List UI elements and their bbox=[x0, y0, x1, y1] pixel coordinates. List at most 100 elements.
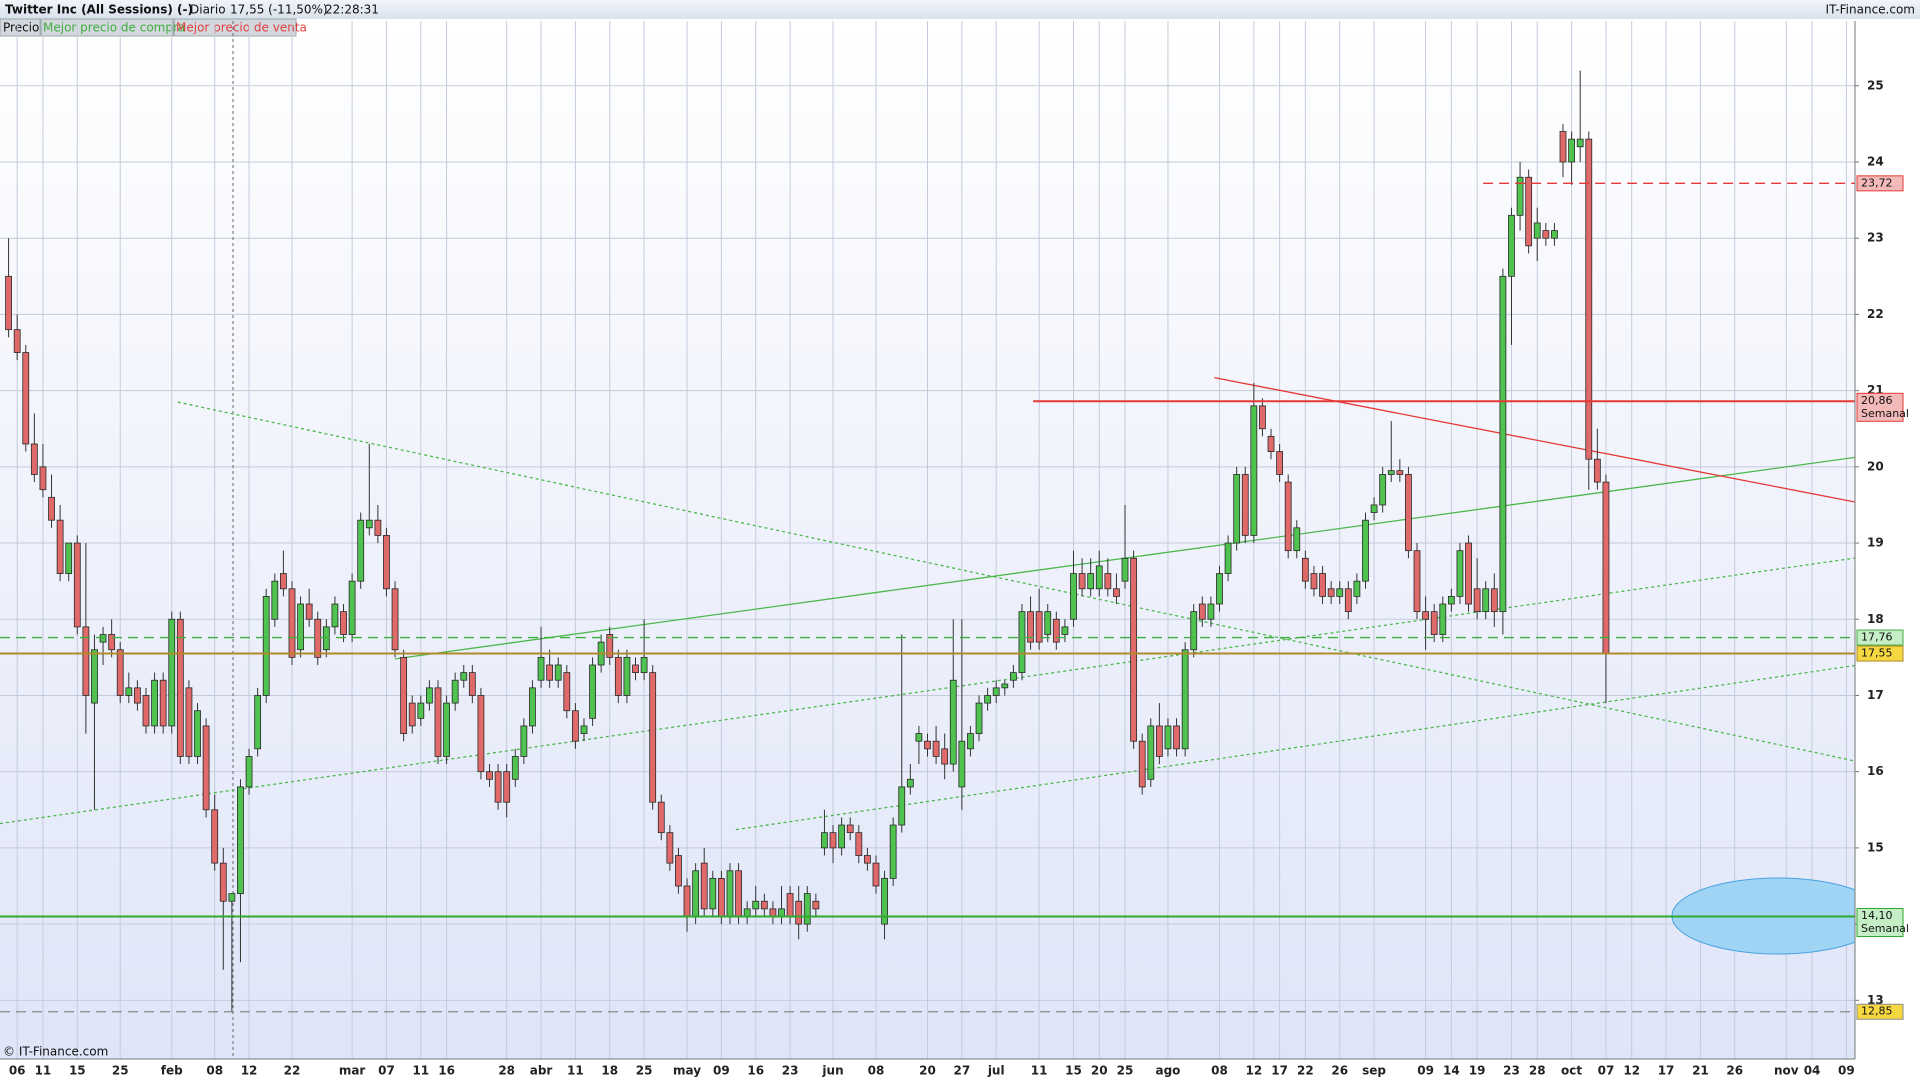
candle-body bbox=[580, 725, 588, 734]
candle-body bbox=[151, 679, 158, 727]
price-tag bbox=[1856, 175, 1904, 192]
x-tick-label: 06 bbox=[9, 1064, 26, 1078]
candle-body bbox=[752, 900, 760, 910]
candle-body bbox=[529, 687, 536, 727]
x-tick-label: 19 bbox=[1469, 1064, 1486, 1078]
candle-body bbox=[975, 702, 983, 734]
brand: IT-Finance.com bbox=[1826, 3, 1915, 17]
candle-body bbox=[185, 687, 193, 757]
candle-body bbox=[571, 710, 579, 742]
x-tick-label: 22 bbox=[284, 1064, 301, 1078]
candle-body bbox=[1542, 230, 1550, 239]
x-tick-label: jul bbox=[987, 1064, 1005, 1078]
instrument-title: Twitter Inc (All Sessions) (-) bbox=[5, 3, 193, 17]
candle-body bbox=[357, 519, 365, 582]
trend-line bbox=[1214, 377, 1855, 503]
legend-box bbox=[173, 18, 297, 37]
candle-body bbox=[898, 786, 906, 826]
candle-body bbox=[743, 908, 751, 917]
x-tick-label: 28 bbox=[498, 1064, 515, 1078]
candle-body bbox=[1327, 588, 1335, 597]
candle-body bbox=[632, 664, 639, 674]
price-tag-label: 23,72 bbox=[1861, 176, 1893, 189]
x-tick-label: 17 bbox=[1271, 1064, 1288, 1078]
candle-body bbox=[494, 771, 502, 803]
x-tick-label: 07 bbox=[1598, 1064, 1615, 1078]
x-tick-label: 07 bbox=[378, 1064, 395, 1078]
candle-body bbox=[1602, 481, 1610, 654]
candle-body bbox=[1259, 405, 1266, 430]
candle-body bbox=[477, 695, 485, 773]
price-tag-label: 20,86 bbox=[1861, 394, 1893, 407]
candle-body bbox=[1447, 595, 1455, 605]
candle-body bbox=[1095, 565, 1103, 590]
candle-body bbox=[760, 900, 768, 910]
candle-body bbox=[1413, 550, 1421, 613]
candle-body bbox=[1250, 405, 1258, 536]
candle-body bbox=[65, 542, 73, 574]
y-tick-label: 23 bbox=[1867, 231, 1884, 245]
candle-body bbox=[1087, 573, 1095, 590]
candle-body bbox=[1405, 474, 1412, 552]
candle-body bbox=[1001, 683, 1009, 689]
candle-body bbox=[1181, 649, 1189, 750]
candle-body bbox=[1396, 470, 1404, 475]
candle-body bbox=[1568, 138, 1575, 163]
candle-body bbox=[1198, 603, 1206, 620]
candle-body bbox=[520, 725, 528, 757]
candle-body bbox=[82, 626, 90, 696]
candle-body bbox=[614, 656, 622, 696]
x-tick-label: 12 bbox=[241, 1064, 258, 1078]
candle-body bbox=[1430, 611, 1438, 635]
candle-body bbox=[606, 634, 614, 658]
x-tick-label: 17 bbox=[1658, 1064, 1675, 1078]
x-tick-label: 11 bbox=[412, 1064, 429, 1078]
x-tick-label: 15 bbox=[1065, 1064, 1082, 1078]
price-tag bbox=[1856, 392, 1904, 422]
candle-body bbox=[906, 778, 914, 788]
price-tag-label: 17,55 bbox=[1861, 647, 1893, 660]
candle-body bbox=[288, 588, 296, 658]
candle-body bbox=[1301, 557, 1309, 582]
candle-body bbox=[305, 603, 313, 620]
candle-body bbox=[486, 771, 493, 780]
candle-body bbox=[1293, 527, 1301, 552]
x-tick-label: oct bbox=[1561, 1064, 1582, 1078]
candle-body bbox=[881, 877, 888, 925]
candle-body bbox=[1516, 176, 1524, 216]
candle-body bbox=[443, 702, 450, 757]
x-tick-label: 25 bbox=[112, 1064, 129, 1078]
candle-body bbox=[134, 687, 141, 704]
candle-body bbox=[202, 725, 210, 811]
header-bar bbox=[0, 0, 1920, 19]
x-tick-label: 12 bbox=[1245, 1064, 1262, 1078]
candle-body bbox=[451, 679, 459, 704]
candle-body bbox=[1138, 740, 1146, 788]
candle-body bbox=[675, 855, 682, 887]
x-tick-label: 11 bbox=[567, 1064, 584, 1078]
x-tick-label: 09 bbox=[1417, 1064, 1434, 1078]
candle-body bbox=[717, 877, 725, 917]
candle-body bbox=[992, 687, 1000, 696]
y-tick-label: 18 bbox=[1867, 612, 1884, 626]
x-tick-label: nov bbox=[1774, 1064, 1799, 1078]
candle-body bbox=[821, 832, 828, 849]
candle-body bbox=[1336, 588, 1344, 597]
candle-body bbox=[554, 664, 562, 681]
x-tick-label: mar bbox=[339, 1064, 366, 1078]
candle-body bbox=[666, 832, 674, 864]
candle-body bbox=[949, 679, 957, 765]
candle-body bbox=[262, 595, 270, 696]
candle-body bbox=[13, 329, 21, 353]
candle-body bbox=[374, 519, 382, 536]
x-tick-label: 08 bbox=[206, 1064, 223, 1078]
candle-body bbox=[786, 893, 794, 917]
x-tick-label: 25 bbox=[1117, 1064, 1134, 1078]
candle-body bbox=[537, 656, 545, 681]
y-tick-label: 17 bbox=[1867, 688, 1884, 702]
candle-body bbox=[1533, 222, 1541, 239]
price-tag bbox=[1856, 645, 1904, 662]
x-tick-label: 16 bbox=[438, 1064, 455, 1078]
candle-body bbox=[726, 870, 734, 917]
candle-body bbox=[958, 740, 966, 788]
